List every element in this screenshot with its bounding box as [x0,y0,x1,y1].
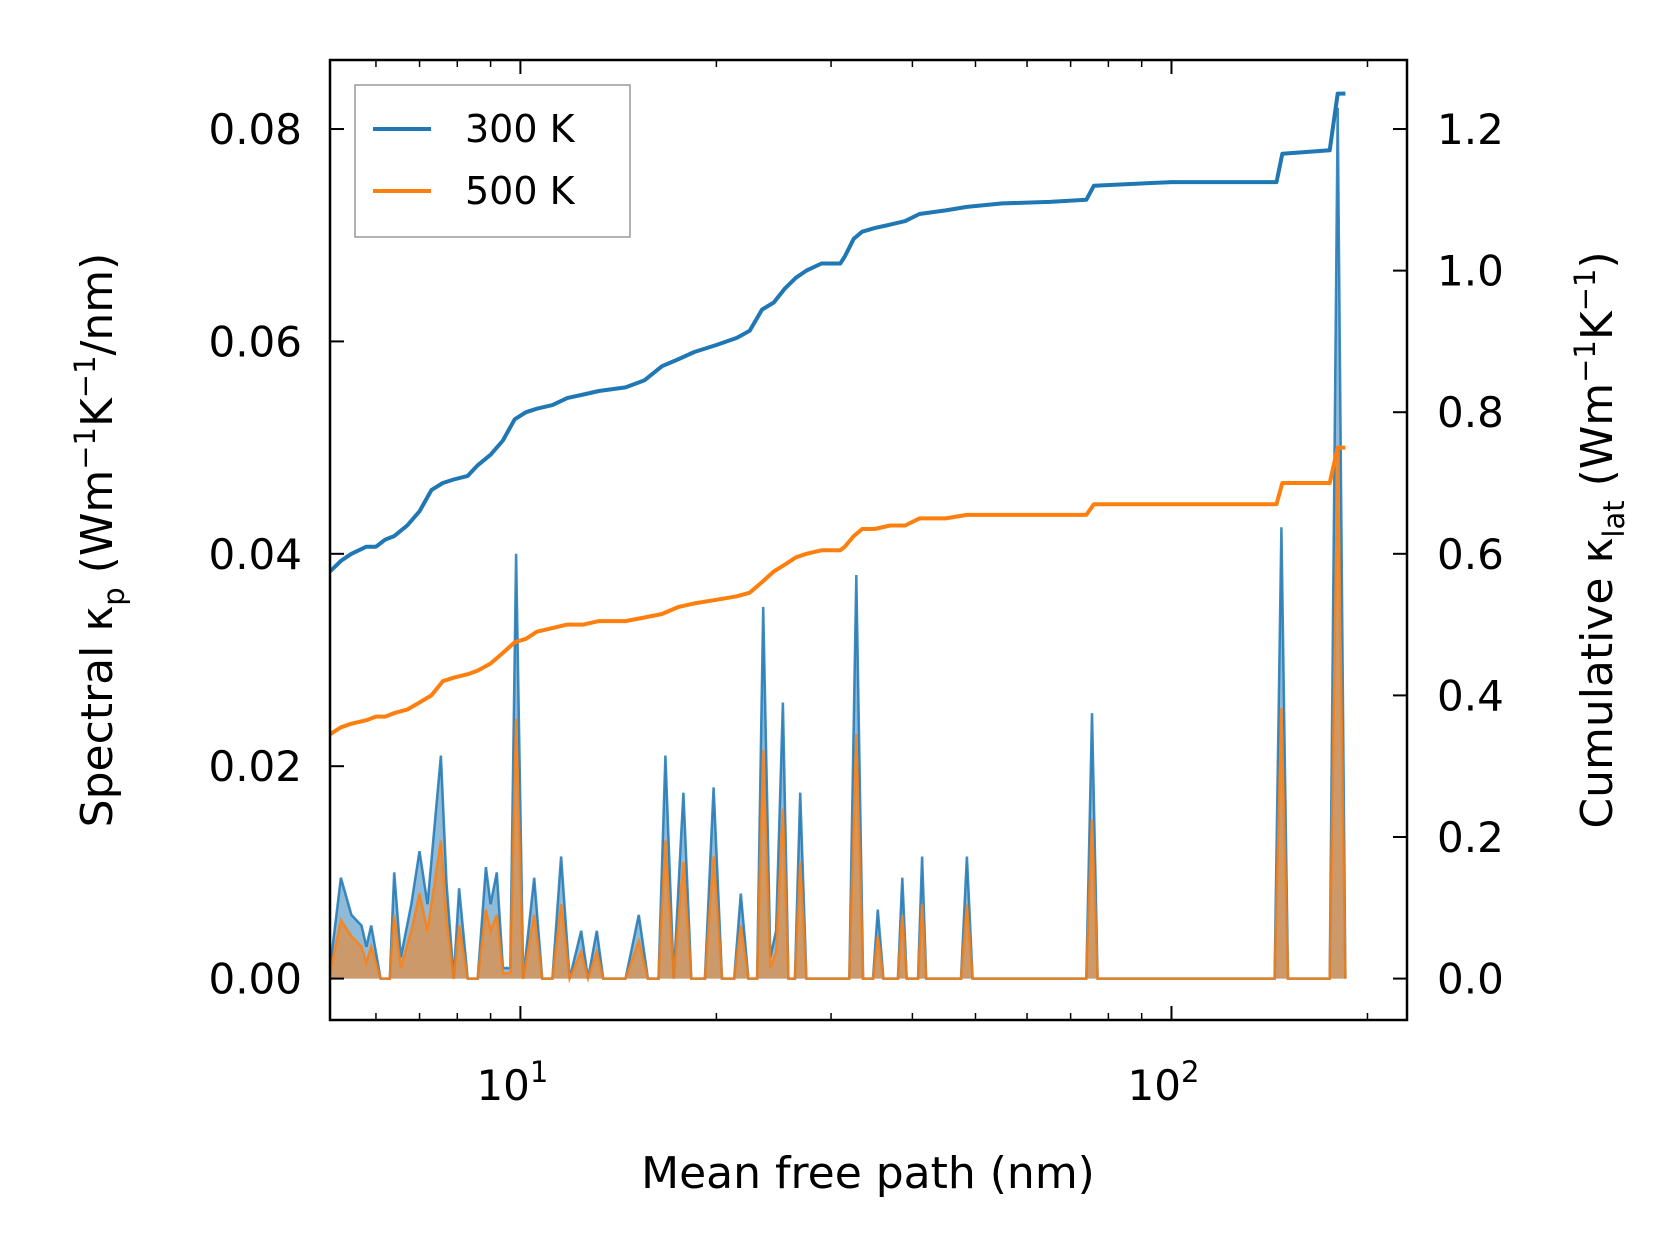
y-left-tick-label-3: 0.06 [208,317,302,366]
cumulative-line-0 [328,91,1346,573]
y-right-tick-label-1: 0.2 [1437,813,1504,862]
y-left-tick-label-1: 0.02 [208,742,302,791]
legend-label-300k: 300 K [465,107,576,151]
tick-labels: 101 102 0.00 0.02 0.04 0.06 0.08 0.0 0.2 0.4 0.6 0.… [208,105,1503,1110]
y-right-tick-label-2: 0.4 [1437,671,1504,720]
y-right-tick-label-3: 0.6 [1437,530,1504,579]
legend-label-500k: 500 K [465,169,576,213]
ticks [330,60,1407,1020]
y-left-tick-label-4: 0.08 [208,105,302,154]
y-right-tick-label-4: 0.8 [1437,388,1504,437]
y-left-tick-label-0: 0.00 [208,955,302,1004]
y-right-tick-label-6: 1.2 [1437,105,1504,154]
y-left-tick-label-2: 0.04 [208,530,302,579]
legend-box [354,84,631,238]
plot-frame [328,58,1409,1022]
x-axis-title: Mean free path (nm) [641,1148,1095,1199]
cumulative-line-1 [328,445,1346,736]
y-axis-title-left: Spectral κp (Wm−1K−1/nm) [68,253,131,828]
y-right-tick-label-0: 0.0 [1437,955,1504,1004]
y-axis-title-right: Cumulative κlat (Wm−1K−1) [1568,251,1631,828]
legend: 300 K 500 K [354,84,631,238]
x-tick-label-1: 102 [1128,1055,1200,1110]
series-lines [328,91,1347,984]
spectral-line-1 [328,447,1347,984]
x-tick-label-0: 101 [476,1055,548,1110]
y-right-tick-label-5: 1.0 [1437,247,1504,296]
